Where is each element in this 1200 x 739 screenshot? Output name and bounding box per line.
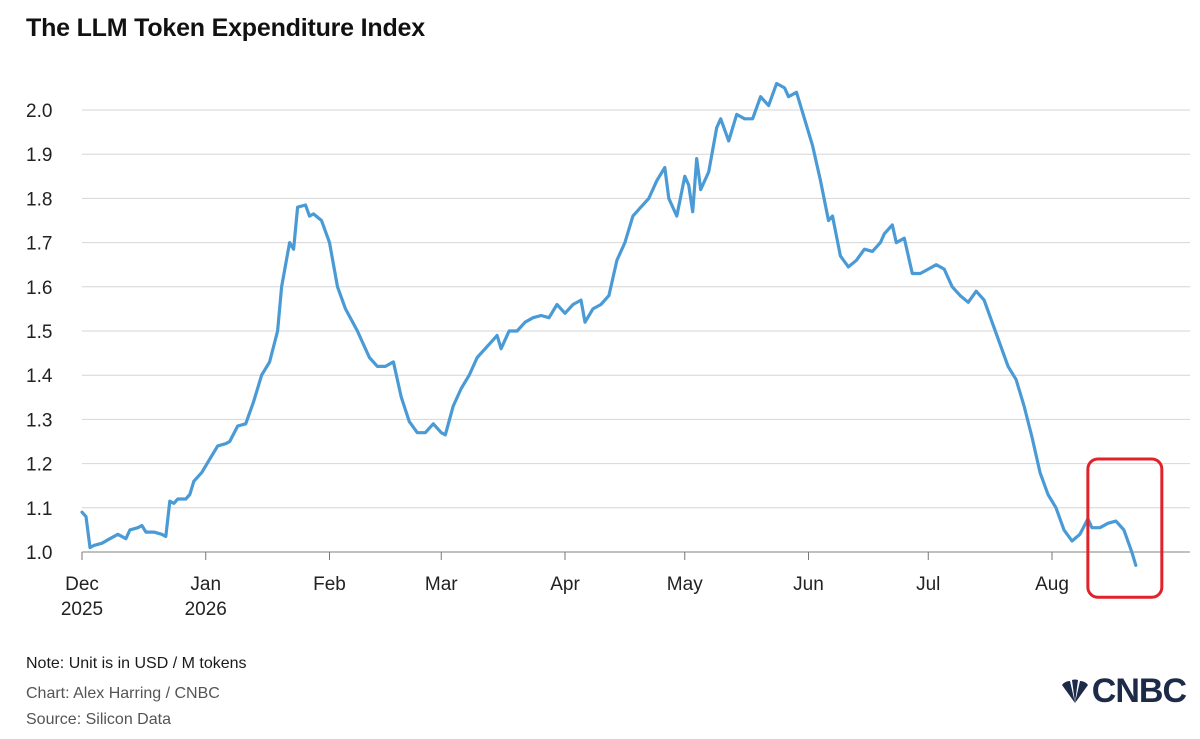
y-tick-label: 1.5: [26, 322, 52, 343]
peacock-icon: [1061, 679, 1088, 703]
series-layer: [80, 81, 1138, 567]
gridlines: [82, 109, 1190, 553]
x-tick-year-label: 2025: [61, 599, 103, 620]
chart-credit: Chart: Alex Harring / CNBC: [26, 685, 220, 702]
x-tick-label: Jul: [916, 574, 940, 595]
y-tick-label: 1.2: [26, 455, 52, 476]
series-line: [80, 81, 1138, 567]
source-note: Source: Silicon Data: [26, 711, 171, 728]
y-tick-label: 1.6: [26, 278, 52, 299]
x-tick-label: Aug: [1035, 574, 1069, 595]
unit-note: Note: Unit is in USD / M tokens: [26, 655, 247, 672]
x-axis-ticks: Dec 2025 Jan 2026 Feb Mar Apr May Jun Jul Aug: [61, 552, 1069, 620]
x-tick-year-label: 2026: [185, 599, 227, 620]
y-tick-label: 1.3: [26, 410, 52, 431]
y-tick-label: 1.0: [26, 543, 52, 564]
y-tick-label: 2.0: [26, 101, 52, 122]
y-tick-label: 1.1: [26, 499, 52, 520]
y-axis-ticks: 1.0 1.1 1.2 1.3 1.4 1.5 1.6 1.7 1.8 1.9 2.0: [26, 101, 53, 564]
y-tick-label: 1.7: [26, 234, 52, 255]
x-tick-label: Jun: [793, 574, 824, 595]
x-tick-label: Feb: [313, 574, 346, 595]
x-tick-label: May: [667, 574, 703, 595]
highlight-layer: [1086, 457, 1164, 599]
cnbc-logo: CNBC: [1058, 672, 1187, 711]
highlight-box: [1086, 457, 1164, 599]
x-tick-label: Mar: [425, 574, 458, 595]
y-tick-label: 1.8: [26, 189, 52, 210]
y-tick-label: 1.9: [26, 145, 52, 166]
x-tick-label: Dec: [65, 574, 99, 595]
y-tick-label: 1.4: [26, 366, 53, 387]
line-chart: 1.0 1.1 1.2 1.3 1.4 1.5 1.6 1.7 1.8 1.9 2.0 Dec 202…: [26, 81, 1190, 620]
chart-title: The LLM Token Expenditure Index: [26, 14, 425, 42]
x-tick-label: Apr: [550, 574, 580, 595]
logo-text: CNBC: [1091, 672, 1187, 710]
x-tick-label: Jan: [190, 574, 221, 595]
